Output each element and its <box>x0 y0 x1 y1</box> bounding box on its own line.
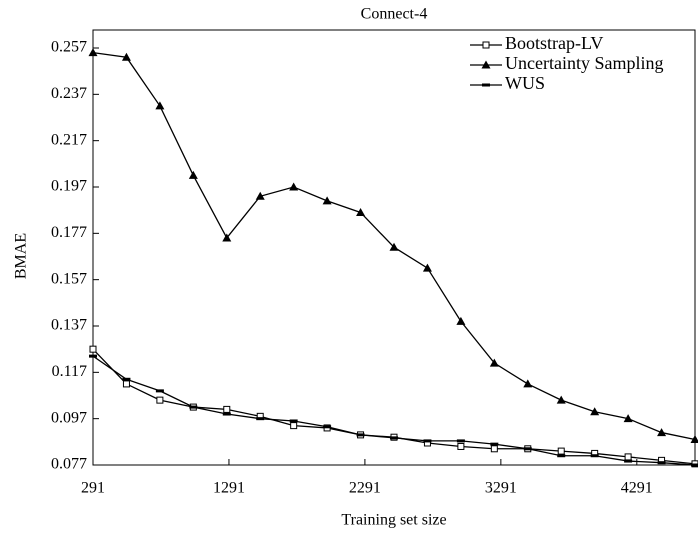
marker <box>558 448 564 454</box>
marker <box>490 443 498 446</box>
marker <box>491 446 497 452</box>
marker <box>289 183 298 191</box>
y-axis-label: BMAE <box>13 233 30 279</box>
marker <box>423 439 431 442</box>
marker <box>624 460 632 463</box>
marker <box>89 355 97 358</box>
x-tick-label: 3291 <box>485 480 517 497</box>
marker <box>456 317 465 325</box>
y-tick-label: 0.157 <box>51 270 87 287</box>
x-tick-label: 2291 <box>349 480 381 497</box>
legend-marker <box>483 42 489 48</box>
y-tick-label: 0.257 <box>51 39 87 56</box>
marker <box>90 346 96 352</box>
marker <box>89 48 98 56</box>
marker <box>390 436 398 439</box>
y-tick-label: 0.137 <box>51 317 87 334</box>
y-tick-label: 0.117 <box>52 363 87 380</box>
marker <box>189 406 197 409</box>
marker <box>557 396 566 404</box>
series-line <box>93 356 695 465</box>
legend-label: Uncertainty Sampling <box>505 53 663 73</box>
legend-marker <box>482 84 490 87</box>
legend-label: WUS <box>505 73 545 93</box>
chart-title: Connect-4 <box>361 6 428 23</box>
y-tick-label: 0.177 <box>51 224 87 241</box>
marker <box>323 196 332 204</box>
x-tick-label: 291 <box>81 480 105 497</box>
marker <box>523 379 532 387</box>
marker <box>223 413 231 416</box>
x-tick-label: 1291 <box>213 480 245 497</box>
marker <box>290 419 298 422</box>
marker <box>591 454 599 457</box>
x-tick-label: 4291 <box>621 480 653 497</box>
y-tick-label: 0.077 <box>51 456 87 473</box>
marker <box>458 443 464 449</box>
marker <box>357 433 365 436</box>
series-line <box>93 349 695 464</box>
marker <box>123 381 129 387</box>
marker <box>524 447 532 450</box>
marker <box>691 464 698 467</box>
y-tick-label: 0.197 <box>51 178 87 195</box>
marker <box>323 425 331 428</box>
x-axis-label: Training set size <box>341 512 446 529</box>
marker <box>155 101 164 109</box>
marker <box>658 461 666 464</box>
marker <box>423 264 432 272</box>
marker <box>122 378 130 381</box>
marker <box>189 171 198 179</box>
marker <box>291 423 297 429</box>
marker <box>157 397 163 403</box>
marker <box>457 439 465 442</box>
marker <box>557 454 565 457</box>
marker <box>156 389 164 392</box>
marker <box>256 417 264 420</box>
legend-label: Bootstrap-LV <box>505 33 603 53</box>
marker <box>657 428 666 436</box>
marker <box>224 406 230 412</box>
y-tick-label: 0.097 <box>51 409 87 426</box>
y-tick-label: 0.237 <box>51 85 87 102</box>
marker <box>625 454 631 460</box>
y-tick-label: 0.217 <box>51 131 87 148</box>
